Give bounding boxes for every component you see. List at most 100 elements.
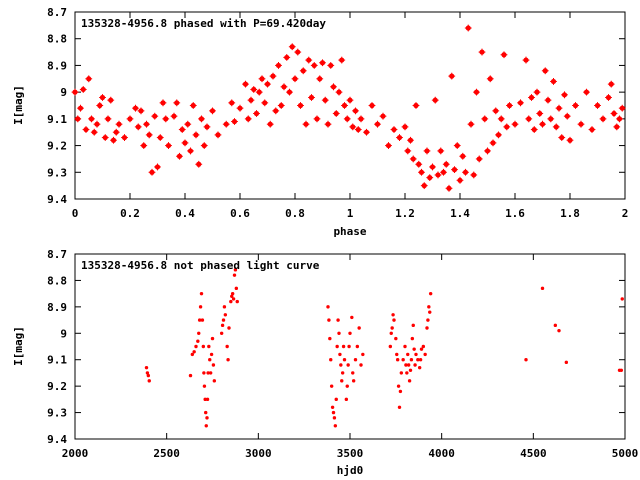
x-axis-label: phase [333,225,366,238]
data-point [338,352,342,357]
data-point [405,371,409,375]
data-point [620,297,624,301]
data-point [226,358,230,362]
data-point [145,371,150,375]
data-point [541,67,549,75]
data-point [140,142,148,149]
data-point [429,163,436,171]
data-point [222,120,230,128]
data-point [261,99,269,107]
data-point [588,126,596,133]
data-point [297,102,304,109]
y-tick-label: 9.2 [47,140,67,153]
y-tick-label: 9.1 [47,113,67,126]
data-point [236,104,244,112]
data-point [319,59,326,67]
data-point [227,326,231,330]
data-point [229,299,233,304]
data-point [431,96,439,104]
data-point [71,88,79,96]
data-point [208,358,212,362]
data-point [313,115,321,123]
x-tick-label: 3500 [337,447,364,460]
data-point [418,358,423,362]
data-point [200,142,208,149]
data-point [525,115,533,123]
data-point [194,344,198,349]
data-point [219,331,224,335]
data-point [203,397,207,402]
data-point [90,128,98,136]
data-point [500,51,508,59]
data-point [121,134,128,141]
data-point [340,371,345,375]
data-point [368,102,376,109]
data-point [473,88,480,96]
data-point [214,131,222,139]
data-point [363,128,370,136]
data-point [197,318,202,322]
data-point [553,323,558,328]
data-point [247,96,255,104]
data-point [266,120,274,128]
data-point [202,371,206,375]
x-tick-label: 0.8 [285,207,305,220]
data-point [398,389,403,394]
data-point [328,336,332,341]
data-point [198,305,203,309]
x-tick-label: 0.2 [120,207,140,220]
data-point [189,102,197,109]
data-point [205,416,209,420]
data-point [423,352,427,357]
x-tick-label: 1.6 [505,207,525,220]
x-tick-label: 2500 [153,447,180,460]
data-point [619,368,624,372]
data-point [205,397,210,402]
data-point [329,358,333,362]
data-point [233,268,238,272]
data-point [280,83,288,91]
data-point [211,363,216,367]
data-point [115,120,123,128]
data-point [599,115,607,123]
data-point [134,123,142,131]
data-point [101,134,109,141]
data-point [147,379,151,383]
data-point [426,318,430,322]
data-point [423,147,431,155]
data-point [390,326,394,330]
x-tick-label: 0.6 [230,207,250,220]
data-point [143,120,150,128]
data-point [250,86,258,93]
data-point [618,104,626,112]
data-point [195,160,203,168]
data-point [255,88,263,96]
x-tick-label: 3000 [245,447,272,460]
data-point [220,323,225,328]
data-point [316,75,324,83]
data-point [392,318,396,322]
data-point [413,363,417,367]
data-point [403,344,407,349]
data-point [82,126,90,133]
y-tick-label: 8.8 [47,274,67,287]
data-point [96,102,104,109]
data-point [344,397,349,402]
data-point [272,107,280,115]
data-point [346,363,350,367]
data-point [201,344,206,349]
data-point [188,373,193,378]
data-point [197,331,201,335]
data-point [453,142,461,149]
data-point [361,352,365,357]
data-point [561,91,568,99]
data-point [192,131,200,139]
tick-marks [74,253,626,440]
data-point [475,155,483,163]
data-point [489,139,497,147]
data-point [492,107,500,115]
data-point [77,104,84,112]
data-point [340,379,344,383]
data-point [277,102,285,109]
